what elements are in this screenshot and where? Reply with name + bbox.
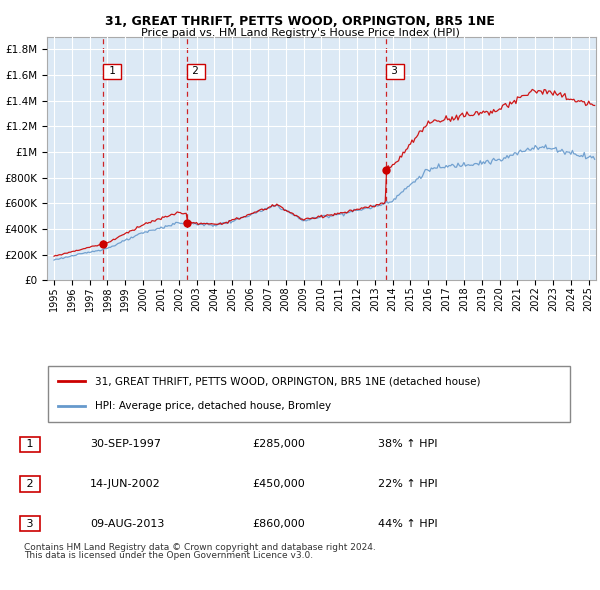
Text: £860,000: £860,000	[252, 519, 305, 529]
Text: 31, GREAT THRIFT, PETTS WOOD, ORPINGTON, BR5 1NE: 31, GREAT THRIFT, PETTS WOOD, ORPINGTON,…	[105, 15, 495, 28]
Text: Price paid vs. HM Land Registry's House Price Index (HPI): Price paid vs. HM Land Registry's House …	[140, 28, 460, 38]
Text: 1: 1	[106, 66, 119, 76]
Text: HPI: Average price, detached house, Bromley: HPI: Average price, detached house, Brom…	[95, 401, 331, 411]
Text: This data is licensed under the Open Government Licence v3.0.: This data is licensed under the Open Gov…	[24, 552, 313, 560]
Text: 3: 3	[23, 519, 37, 529]
Text: 2: 2	[190, 66, 203, 76]
Text: 30-SEP-1997: 30-SEP-1997	[90, 440, 161, 450]
Text: £285,000: £285,000	[252, 440, 305, 450]
Text: 44% ↑ HPI: 44% ↑ HPI	[378, 519, 437, 529]
Text: 1: 1	[23, 440, 37, 450]
Text: Contains HM Land Registry data © Crown copyright and database right 2024.: Contains HM Land Registry data © Crown c…	[24, 543, 376, 552]
Text: 22% ↑ HPI: 22% ↑ HPI	[378, 479, 437, 489]
Text: 2: 2	[23, 479, 37, 489]
Text: 09-AUG-2013: 09-AUG-2013	[90, 519, 164, 529]
Text: 14-JUN-2002: 14-JUN-2002	[90, 479, 161, 489]
Text: £450,000: £450,000	[252, 479, 305, 489]
Text: 3: 3	[388, 66, 401, 76]
FancyBboxPatch shape	[48, 366, 570, 422]
Text: 38% ↑ HPI: 38% ↑ HPI	[378, 440, 437, 450]
Text: 31, GREAT THRIFT, PETTS WOOD, ORPINGTON, BR5 1NE (detached house): 31, GREAT THRIFT, PETTS WOOD, ORPINGTON,…	[95, 376, 481, 386]
